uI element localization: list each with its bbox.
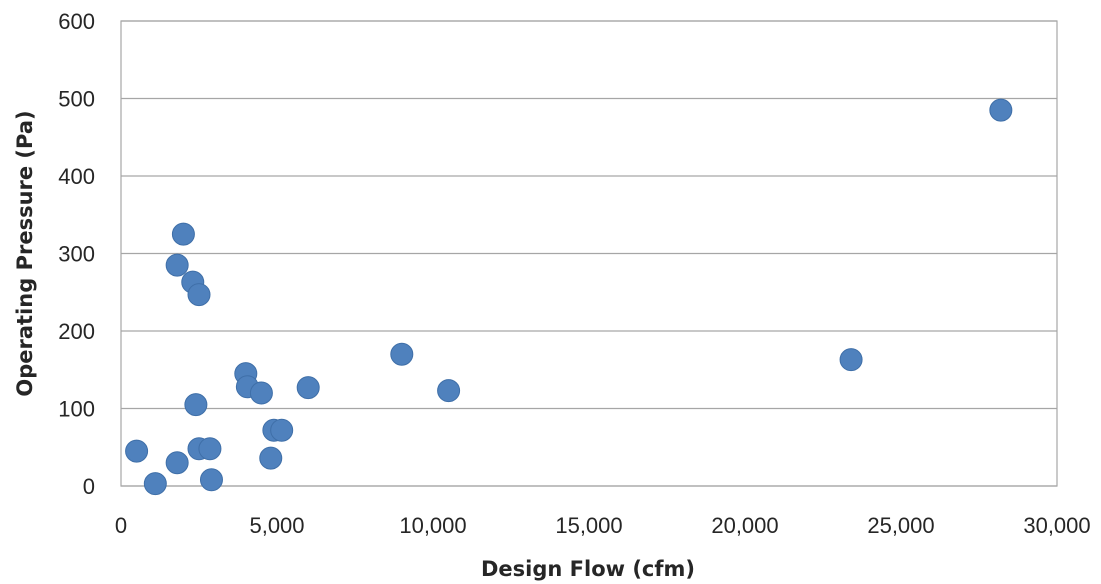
data-point — [839, 348, 863, 372]
data-point — [184, 393, 208, 417]
x-axis-title: Design Flow (cfm) — [481, 557, 695, 581]
data-point — [249, 381, 273, 405]
x-tick-label: 25,000 — [867, 513, 934, 538]
y-tick-label: 400 — [58, 164, 95, 189]
data-point — [171, 222, 195, 246]
plot-area — [120, 20, 1058, 487]
data-point — [390, 342, 414, 366]
data-point — [437, 379, 461, 403]
data-point — [259, 446, 283, 470]
data-point — [165, 253, 189, 277]
data-point — [270, 418, 294, 442]
x-tick-label: 0 — [115, 513, 127, 538]
data-point — [187, 283, 211, 307]
x-axis-tick-labels: 0 5,000 10,000 15,000 20,000 25,000 30,000 — [115, 513, 1091, 538]
x-tick-label: 20,000 — [711, 513, 778, 538]
data-point — [143, 472, 167, 496]
y-tick-label: 0 — [83, 474, 95, 499]
data-point — [199, 468, 223, 492]
data-point — [198, 437, 222, 461]
x-tick-label: 5,000 — [249, 513, 304, 538]
x-tick-label: 10,000 — [399, 513, 466, 538]
y-tick-label: 100 — [58, 397, 95, 422]
data-point — [989, 98, 1013, 122]
y-axis-tick-labels: 0 100 200 300 400 500 600 — [58, 9, 95, 499]
y-axis-title: Operating Pressure (Pa) — [13, 110, 37, 396]
y-tick-label: 500 — [58, 87, 95, 112]
gridlines — [121, 20, 1057, 487]
x-tick-label: 30,000 — [1023, 513, 1090, 538]
x-tick-label: 15,000 — [555, 513, 622, 538]
data-point — [165, 451, 189, 475]
data-points — [125, 98, 1013, 496]
data-point — [125, 439, 149, 463]
y-tick-label: 600 — [58, 9, 95, 34]
y-tick-label: 200 — [58, 319, 95, 344]
data-point — [296, 376, 320, 400]
y-tick-label: 300 — [58, 242, 95, 267]
